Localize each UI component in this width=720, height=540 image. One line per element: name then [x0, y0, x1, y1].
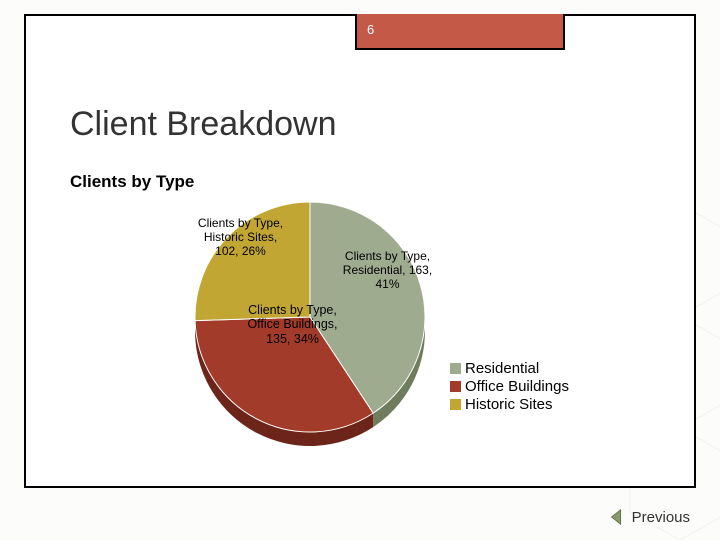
legend-item-historic: Historic Sites [450, 396, 569, 413]
chart-legend: Residential Office Buildings Historic Si… [450, 360, 569, 414]
data-label-residential: Clients by Type, Residential, 163, 41% [340, 250, 435, 291]
previous-label: Previous [632, 509, 690, 526]
slide-title: Client Breakdown [70, 105, 336, 144]
legend-item-office: Office Buildings [450, 378, 569, 395]
legend-label: Historic Sites [465, 396, 553, 413]
legend-swatch [450, 381, 461, 392]
chart-title: Clients by Type [70, 172, 194, 192]
legend-swatch [450, 399, 461, 410]
legend-item-residential: Residential [450, 360, 569, 377]
page-number-tab: 6 [355, 14, 565, 50]
legend-label: Residential [465, 360, 539, 377]
data-label-office: Clients by Type, Office Buildings, 135, … [245, 303, 340, 346]
legend-label: Office Buildings [465, 378, 569, 395]
data-label-historic: Clients by Type, Historic Sites, 102, 26… [193, 217, 288, 258]
previous-button[interactable]: Previous [608, 508, 690, 526]
chevron-left-icon [608, 508, 626, 526]
page-number: 6 [367, 22, 374, 37]
legend-swatch [450, 363, 461, 374]
